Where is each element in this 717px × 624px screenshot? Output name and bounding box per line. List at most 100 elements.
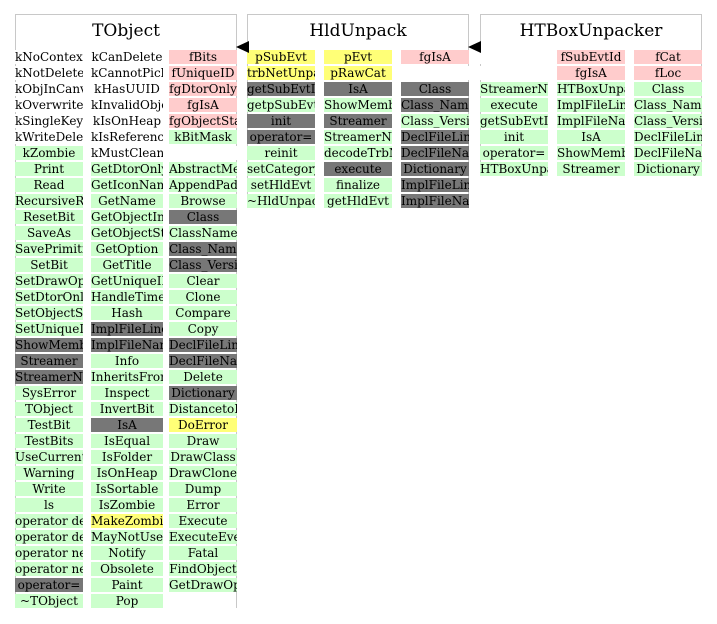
member-cell[interactable]: Draw [169,434,237,448]
member-cell[interactable]: ShowMembers [324,98,392,112]
member-cell[interactable]: fBits [169,50,237,64]
member-cell[interactable]: SetDrawOption [15,274,83,288]
member-cell[interactable]: Pop [91,594,163,608]
member-cell[interactable]: InheritsFrom [91,370,163,384]
member-cell[interactable]: StreamerNVirtual [480,82,548,96]
member-cell[interactable]: getSubEvtId [247,82,315,96]
member-cell[interactable]: GetName [91,194,163,208]
member-cell[interactable]: ExecuteEvent [169,530,237,544]
member-cell[interactable]: ~HldUnpack [247,194,315,208]
member-cell[interactable]: fgIsA [557,66,625,80]
member-cell[interactable]: fgObjectStat [169,114,237,128]
member-cell[interactable]: Error [169,498,237,512]
member-cell[interactable]: SysError [15,386,83,400]
member-cell[interactable]: execute [324,162,392,176]
member-cell[interactable]: RecursiveRemove [15,194,83,208]
member-cell[interactable]: execute [480,98,548,112]
member-cell[interactable]: SavePrimitive [15,242,83,256]
member-cell[interactable]: ClassName [169,226,237,240]
member-cell[interactable]: pRawCat [324,66,392,80]
member-cell[interactable]: operator delete[] [15,530,83,544]
member-cell[interactable]: kOverwrite [15,98,83,112]
member-cell[interactable]: StreamerNVirtual [324,130,392,144]
member-cell[interactable]: pEvt [324,50,392,64]
member-cell[interactable]: kNoContextMenu [15,50,83,64]
member-cell[interactable]: Class_Version [634,114,702,128]
member-cell[interactable]: Warning [15,466,83,480]
member-cell[interactable]: kBitMask [169,130,237,144]
member-cell[interactable]: operator= [480,146,548,160]
member-cell[interactable]: getHldEvt [324,194,392,208]
member-cell[interactable]: Clone [169,290,237,304]
member-cell[interactable]: GetObjectStat [91,226,163,240]
member-cell[interactable]: reinit [247,146,315,160]
member-cell[interactable]: Class_Version [401,114,469,128]
member-cell[interactable]: getpSubEvt [247,98,315,112]
member-cell[interactable]: kCannotPick [91,66,163,80]
member-cell[interactable]: GetDtorOnly [91,162,163,176]
member-cell[interactable]: DeclFileLine [169,338,237,352]
member-cell[interactable]: Write [15,482,83,496]
member-cell[interactable]: Streamer [15,354,83,368]
member-cell[interactable]: Clear [169,274,237,288]
member-cell[interactable]: AppendPad [169,178,237,192]
member-cell[interactable]: Streamer [557,162,625,176]
member-cell[interactable]: init [480,130,548,144]
member-cell[interactable]: GetUniqueID [91,274,163,288]
member-cell[interactable]: Class [634,82,702,96]
member-cell[interactable]: fgDtorOnly [169,82,237,96]
member-cell[interactable]: IsSortable [91,482,163,496]
member-cell[interactable]: DistancetoPrimitive [169,402,237,416]
member-cell[interactable]: HandleTimer [91,290,163,304]
member-cell[interactable]: IsEqual [91,434,163,448]
member-cell[interactable]: ImplFileName [91,338,163,352]
member-cell[interactable]: kZombie [15,146,83,160]
member-cell[interactable]: GetOption [91,242,163,256]
member-cell[interactable]: ResetBit [15,210,83,224]
member-cell[interactable]: SetObjectStat [15,306,83,320]
member-cell[interactable]: operator= [15,578,83,592]
member-cell[interactable]: Class [169,210,237,224]
member-cell[interactable]: kCanDelete [91,50,163,64]
member-cell[interactable]: Dictionary [634,162,702,176]
member-cell[interactable]: IsZombie [91,498,163,512]
member-cell[interactable]: Dictionary [169,386,237,400]
member-cell[interactable]: Notify [91,546,163,560]
member-cell[interactable]: DeclFileName [169,354,237,368]
member-cell[interactable]: kNotDeleted [15,66,83,80]
member-cell[interactable]: ImplFileLine [401,178,469,192]
member-cell[interactable]: ShowMembers [557,146,625,160]
member-cell[interactable]: MakeZombie [91,514,163,528]
member-cell[interactable] [480,50,548,64]
member-cell[interactable]: InvertBit [91,402,163,416]
member-cell[interactable] [480,66,548,80]
member-cell[interactable]: init [247,114,315,128]
member-cell[interactable]: DoError [169,418,237,432]
member-cell[interactable]: fgIsA [401,50,469,64]
member-cell[interactable]: Execute [169,514,237,528]
member-cell[interactable] [401,66,469,80]
member-cell[interactable]: pSubEvt [247,50,315,64]
member-cell[interactable]: GetTitle [91,258,163,272]
member-cell[interactable]: StreamerNVirtual [15,370,83,384]
member-cell[interactable]: kHasUUID [91,82,163,96]
member-cell[interactable]: getSubEvtId [480,114,548,128]
member-cell[interactable]: DeclFileName [401,146,469,160]
member-cell[interactable]: Paint [91,578,163,592]
member-cell[interactable]: Delete [169,370,237,384]
member-cell[interactable]: IsFolder [91,450,163,464]
member-cell[interactable]: decodeTrbNet [324,146,392,160]
member-cell[interactable]: kIsOnHeap [91,114,163,128]
member-cell[interactable]: AbstractMethod [169,162,237,176]
member-cell[interactable]: SetUniqueID [15,322,83,336]
member-cell[interactable]: UseCurrentStyle [15,450,83,464]
member-cell[interactable]: Info [91,354,163,368]
member-cell[interactable]: ImplFileName [557,114,625,128]
member-cell[interactable]: ImplFileLine [557,98,625,112]
member-cell[interactable]: Dictionary [401,162,469,176]
member-cell[interactable]: DeclFileName [634,146,702,160]
member-cell[interactable]: trbNetUnpacker [247,66,315,80]
member-cell[interactable]: kSingleKey [15,114,83,128]
member-cell[interactable]: DrawClass [169,450,237,464]
member-cell[interactable]: kWriteDelete [15,130,83,144]
